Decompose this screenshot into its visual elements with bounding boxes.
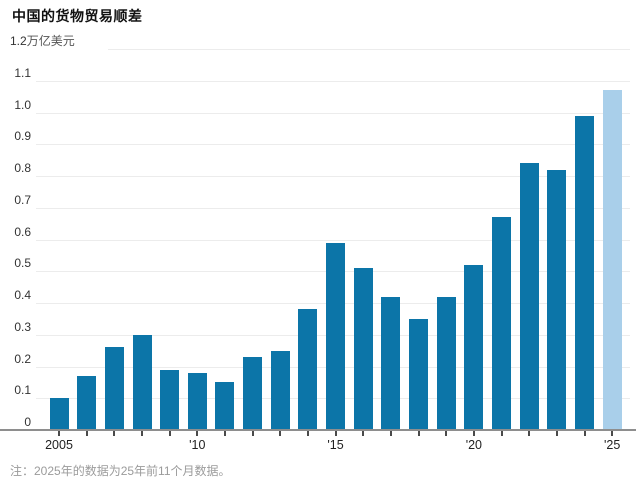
- y-tick-label: 0.7: [14, 192, 31, 207]
- y-tick-label: 0.4: [14, 288, 31, 302]
- gridline: [36, 176, 630, 177]
- bar-2014: [298, 309, 318, 431]
- x-axis-tick: [445, 431, 448, 436]
- x-axis-tick: [389, 431, 392, 436]
- x-axis-line: [0, 429, 636, 431]
- bar-2025: [602, 90, 622, 430]
- y-tick-label: 1.0: [14, 97, 31, 112]
- y-tick-label: 1.1: [14, 65, 31, 80]
- bar-2005: [49, 398, 69, 431]
- unit-text: 万亿美元: [26, 34, 75, 48]
- y-tick-label: 0.2: [14, 351, 31, 366]
- x-axis-tick: [611, 431, 614, 436]
- x-axis-tick: [279, 431, 282, 436]
- x-axis-tick: [472, 431, 475, 436]
- x-axis-tick: [583, 431, 586, 436]
- bar-2006: [77, 376, 97, 430]
- y-tick-label: 0.9: [14, 129, 31, 144]
- y-axis-unit-label: 1.2万亿美元: [10, 34, 75, 49]
- x-axis-tick: [251, 431, 254, 436]
- x-tick-label: '20: [465, 438, 482, 452]
- y-tick-label: 0.3: [14, 319, 31, 334]
- bar-2022: [519, 163, 539, 430]
- x-axis-tick: [85, 431, 88, 436]
- gridline-top: [108, 49, 630, 50]
- x-axis-tick: [500, 431, 503, 436]
- y-tick-label: 0.5: [14, 256, 31, 271]
- bar-2011: [215, 382, 235, 430]
- gridline: [36, 207, 630, 209]
- bar-2018: [409, 318, 428, 430]
- x-axis-tick: [417, 431, 420, 436]
- x-axis-tick: [555, 431, 558, 436]
- bar-2010: [187, 372, 207, 430]
- x-tick-label: '10: [189, 438, 206, 452]
- bar-2023: [547, 169, 567, 430]
- x-tick-label: 2005: [45, 438, 73, 452]
- x-axis-tick: [141, 431, 143, 436]
- bar-2008: [132, 334, 152, 431]
- y-tick-label: 0.8: [14, 161, 31, 175]
- gridline: [36, 112, 630, 114]
- y-tick-label: 0.1: [14, 383, 31, 398]
- x-axis-tick: [196, 431, 199, 436]
- bar-2016: [353, 268, 373, 430]
- footnote: 注：2025年的数据为25年前11个月数据。: [10, 464, 231, 478]
- x-tick-label: '25: [603, 438, 621, 452]
- bar-2007: [104, 347, 124, 430]
- bar-2021: [492, 217, 511, 430]
- bar-2020: [464, 264, 484, 430]
- bar-2013: [270, 350, 290, 430]
- bar-2017: [381, 296, 401, 430]
- x-tick-label: '15: [327, 438, 344, 452]
- x-axis-tick: [58, 431, 60, 436]
- x-axis-tick: [528, 431, 531, 436]
- bar-2009: [160, 369, 180, 430]
- bar-2019: [436, 296, 456, 430]
- x-axis-tick: [168, 431, 171, 436]
- x-axis-tick: [334, 431, 337, 436]
- gridline: [36, 80, 630, 82]
- x-axis-tick: [223, 431, 226, 436]
- chart-title: 中国的货物贸易顺差: [12, 8, 143, 24]
- y-tick-label: 0: [24, 415, 31, 429]
- y-tick-label: 0.6: [14, 224, 31, 239]
- bar-2012: [243, 357, 263, 430]
- gridline: [36, 144, 630, 146]
- bar-2015: [326, 242, 346, 430]
- x-axis-tick: [306, 431, 309, 436]
- bar-2024: [575, 115, 594, 430]
- y-top-tick: 1.2: [10, 34, 27, 48]
- x-axis-tick: [362, 431, 365, 436]
- x-axis-tick: [113, 431, 116, 436]
- gridline: [36, 239, 630, 241]
